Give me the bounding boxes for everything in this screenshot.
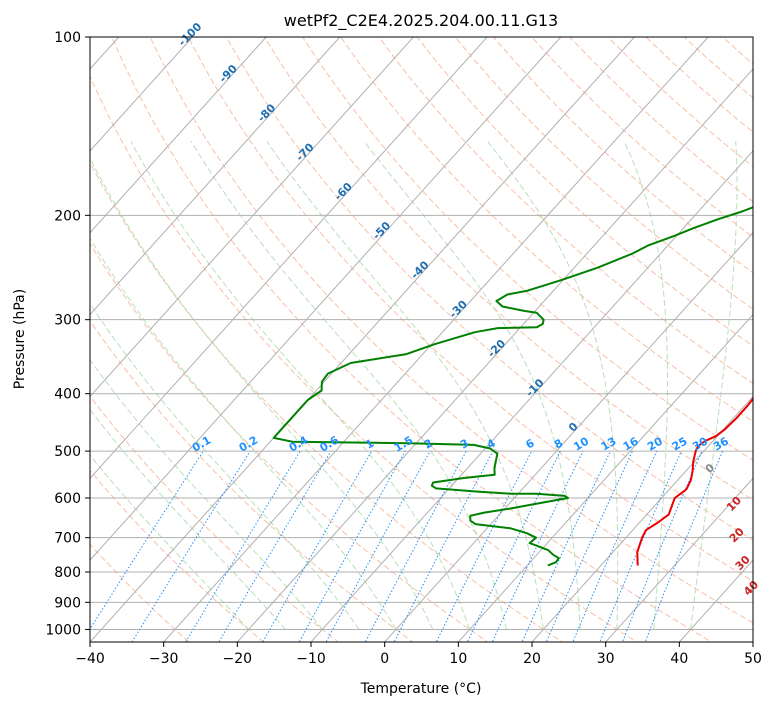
x-tick-label: 20: [523, 651, 541, 667]
dry-adiabat: [90, 543, 190, 642]
mixing-ratio-line: [218, 450, 332, 642]
isotherm-line: [162, 37, 709, 642]
isotherm-line: [90, 37, 341, 316]
isotherm-line: [90, 37, 267, 234]
moist-adiabat: [90, 454, 249, 630]
dry-adiabats: [90, 37, 753, 642]
x-tick-label: 0: [380, 651, 389, 667]
x-tick-label: −40: [75, 651, 105, 667]
isotherm-lines: [90, 37, 753, 642]
moist-adiabat: [90, 358, 323, 630]
y-tick-label: 200: [54, 208, 81, 224]
moist-adiabat: [90, 302, 360, 630]
x-axis-ticks: −40 −30 −20 −10 0 10 20 30 40 50: [75, 642, 762, 667]
y-tick-label: 1000: [45, 622, 81, 638]
pressure-gridlines: [90, 214, 753, 630]
x-tick-label: −20: [223, 651, 253, 667]
moist-adiabats: [90, 140, 738, 630]
mixing-ratio-line: [393, 450, 494, 642]
y-axis-label: Pressure (hPa): [12, 289, 28, 389]
moist-adiabat: [90, 408, 286, 630]
moist-adiabat: [90, 237, 397, 630]
mixing-ratio-line: [599, 450, 682, 642]
y-tick-label: 800: [54, 565, 81, 581]
isotherm-line: [457, 313, 753, 642]
mixing-ratio-line: [491, 450, 584, 642]
dry-adiabat: [90, 161, 564, 642]
dry-adiabat: [263, 37, 753, 501]
chart-title: wetPf2_C2E4.2025.204.00.11.G13: [284, 11, 558, 31]
moist-adiabat: [690, 141, 738, 630]
x-tick-label: 50: [744, 651, 762, 667]
moist-adiabat: [363, 140, 581, 630]
mixing-ratio-line: [185, 450, 301, 642]
dry-adiabat: [302, 37, 753, 461]
dry-adiabat: [90, 469, 265, 642]
dry-adiabat: [90, 242, 489, 642]
isotherm-line: [236, 68, 753, 642]
temperature-profile-line: [636, 397, 753, 566]
dry-adiabat: [225, 37, 753, 541]
mixing-ratio-line: [131, 450, 251, 642]
moist-adiabat: [90, 157, 434, 630]
mixing-ratio-line: [262, 450, 373, 642]
plot-background: [90, 37, 753, 642]
isotherm-line: [90, 37, 415, 398]
moist-adiabat: [190, 141, 507, 630]
y-tick-label: 100: [54, 30, 81, 46]
y-axis-ticks: 1000 900 800 700 600 500 400 300 200 100: [45, 30, 90, 638]
isotherm-line: [90, 37, 562, 561]
y-tick-label: 400: [54, 387, 81, 403]
y-tick-label: 700: [54, 531, 81, 547]
y-tick-label: 600: [54, 491, 81, 507]
dry-adiabat: [378, 37, 753, 385]
mixing-ratio-lines: [90, 450, 724, 642]
isotherm-line: [604, 477, 753, 642]
plot-frame: [89, 36, 754, 643]
y-tick-label: 900: [54, 595, 81, 611]
isotherm-line: [90, 37, 488, 480]
x-tick-label: 40: [670, 651, 688, 667]
moist-adiabat: [487, 140, 619, 630]
moist-adiabat: [266, 141, 544, 630]
mixing-ratio-line: [364, 450, 467, 642]
isotherm-line: [531, 395, 753, 642]
y-tick-label: 500: [54, 444, 81, 460]
isotherm-line: [90, 37, 636, 642]
moist-adiabat: [623, 141, 668, 630]
dry-adiabat: [187, 37, 753, 582]
isotherm-line: [310, 150, 753, 642]
isotherm-line: [90, 37, 194, 152]
isotherm-line: [383, 231, 753, 642]
profile-series: [272, 206, 753, 567]
mixing-ratio-line: [435, 450, 533, 642]
y-tick-label: 300: [54, 313, 81, 329]
x-tick-label: 30: [597, 651, 615, 667]
dewpoint-profile-line: [272, 206, 753, 567]
dry-adiabat: [90, 320, 414, 642]
x-tick-label: −10: [296, 651, 326, 667]
mixing-ratio-line: [621, 450, 703, 642]
dry-adiabat: [90, 395, 340, 642]
mixing-ratio-line: [644, 450, 724, 642]
dry-adiabat: [111, 37, 713, 642]
dry-adiabat: [90, 75, 638, 642]
x-tick-label: 10: [449, 651, 467, 667]
moist-adiabat: [130, 141, 471, 630]
x-tick-label: −30: [149, 651, 179, 667]
x-axis-label: Temperature (°C): [360, 681, 482, 697]
dry-adiabat: [454, 37, 753, 310]
